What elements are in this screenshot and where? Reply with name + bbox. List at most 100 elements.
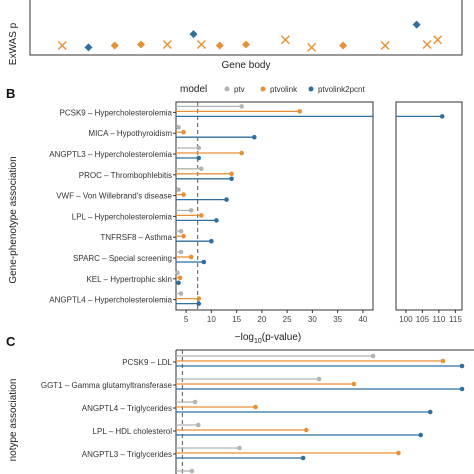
panel-b-sparc-special-screening-ptvolink2pcnt-point (201, 259, 207, 265)
panel-b-letter: B (6, 86, 15, 101)
panel-b-sparc-special-screening-ptvolink-point (188, 254, 194, 260)
xlabel-suffix: (p-value) (262, 332, 301, 343)
panel-c-angptl4-triglycerides-ptv-point (192, 399, 198, 405)
panel-b-ticks: 5 10 15 20 25 30 35 40 100 105 110 115 (184, 310, 462, 324)
panel-a-point-3 (137, 40, 145, 49)
panel-b-lpl-hypercholesterolemia-ptvolink2pcnt-point (214, 218, 219, 223)
panel-c-letter: C (6, 334, 16, 349)
panel-b-ylabel: Gene-phenotype association (8, 156, 19, 283)
panel-b-vwf-von-willebrand-s-disease-ptvolink-point (181, 192, 186, 197)
panel-a-point-6 (196, 40, 206, 50)
panel-a-point-9-stroke-b (280, 35, 290, 45)
panel-b-angptl3-hypercholesterolemia-ptvolink2pcnt-point (196, 155, 202, 161)
legend-title: model (180, 84, 207, 95)
xlabel-prefix: −log (235, 332, 254, 343)
panel-b-kel-hypertrophic-skin-ptvolink2pcnt-point (176, 280, 181, 286)
panel-b-xtick-label-10: 10 (207, 315, 216, 324)
panel-b-pcsk9-hypercholesterolemia-ptvolink-point (297, 109, 303, 114)
panel-a-point-5 (189, 30, 198, 39)
panel-a-point-12-stroke-b (380, 41, 390, 50)
panel-b-xlabel: −log10(p-value) (235, 332, 301, 345)
panel-c-label-angptl4-triglycerides: ANGPTL4 – Triglycerides (82, 404, 172, 413)
panel-b-lpl-hypercholesterolemia-ptvolink-point (198, 213, 204, 218)
panel-b-xtick-label-40: 40 (358, 315, 367, 324)
panel-b-lpl-hypercholesterolemia-ptv-point (188, 208, 194, 213)
panel-c: C notype association PCSK9 – LDL GGT1 – G… (6, 334, 474, 474)
panel-b-xtick-label-35: 35 (333, 315, 342, 324)
panel-a-point-9 (280, 35, 290, 45)
panel-b-mica-hypothyroidism-ptvolink2pcnt-point (251, 134, 257, 140)
panel-b-label-proc-thrombophlebitis: PROC – Thrombophlebitis (79, 171, 172, 180)
panel-b-xtick-label-115: 115 (449, 315, 462, 324)
panel-b-xtick-label-15: 15 (232, 315, 241, 324)
panel-c-ylabel: notype association (8, 379, 19, 462)
legend-ptvolink2pcnt-marker (308, 86, 314, 92)
panel-b-angptl4-hypercholesterolemia-ptvolink-point (196, 296, 202, 301)
panel-b-right-frame (395, 101, 463, 311)
panel-a-point-14 (422, 40, 432, 50)
panel-b-tnfrsf8-asthma-ptv-point (178, 228, 184, 234)
panel-b-label-mica-hypothyroidism: MICA – Hypothyroidism (88, 129, 172, 138)
panel-c-epo-haematocrit-percentage-ptv-point (189, 468, 195, 474)
panel-b-tnfrsf8-asthma-ptvolink2pcnt-point (209, 238, 214, 244)
panel-b-label-pcsk9-hypercholesterolemia: PCSK9 – Hypercholesterolemia (60, 108, 173, 117)
panel-b-xtick-label-20: 20 (257, 315, 266, 324)
panel-c-pcsk9-ldl-ptv-point (370, 353, 376, 359)
panel-a-point-0-stroke-b (57, 41, 67, 50)
panel-c-angptl4-triglycerides-ptvolink-point (253, 404, 258, 410)
panel-b-left-frame (175, 101, 374, 311)
panel-c-ggt1-gamma-glutamyltransferase-ptvolink-point (351, 381, 357, 387)
panel-a-point-8 (242, 40, 250, 49)
panel-b-proc-thrombophlebitis-ptv-point (198, 166, 204, 172)
panel-c-label-angptl3-triglycerides: ANGPTL3 – Triglycerides (82, 450, 172, 459)
panel-b-lollipops (175, 104, 445, 306)
panel-b-angptl3-hypercholesterolemia-ptvolink-point (239, 150, 244, 156)
panel-b-kel-hypertrophic-skin-ptv-point (175, 270, 180, 276)
panel-a-point-13 (412, 20, 421, 29)
panel-a-ylabel: ExWAS p (8, 22, 19, 65)
panel-b-kel-hypertrophic-skin-ptvolink-point (177, 275, 183, 281)
panel-b-xtick-label-105: 105 (416, 315, 430, 324)
panel-a-point-12 (380, 41, 390, 50)
panel-a-point-7 (215, 41, 224, 50)
xlabel-subscript: 10 (254, 338, 262, 345)
panel-c-category-labels: PCSK9 – LDL GGT1 – Gamma glutamyltransfer… (41, 358, 176, 474)
panel-a-point-10 (307, 42, 317, 52)
panel-c-angptl3-triglycerides-ptvolink-point (396, 450, 401, 456)
panel-c-angptl3-triglycerides-ptv-point (237, 445, 242, 451)
panel-b-proc-thrombophlebitis-ptvolink-point (229, 171, 234, 177)
panel-b-label-angptl4-hypercholesterolemia: ANGPTL4 – Hypercholesterolemia (49, 296, 172, 305)
panel-b-label-vwf-von-willebrand-s-disease: VWF – Von Willebrand's disease (56, 192, 172, 201)
panel-b: B model ptv ptvolink ptvolink2pcnt Gene-… (6, 84, 463, 345)
panel-b-legend: model ptv ptvolink ptvolink2pcnt (180, 84, 365, 95)
panel-b-xtick-label-25: 25 (283, 315, 292, 324)
panel-b-angptl4-hypercholesterolemia-ptvolink2pcnt-point (196, 301, 202, 306)
panel-c-angptl4-triglycerides-ptvolink2pcnt-point (427, 409, 433, 415)
panel-b-label-tnfrsf8-asthma: TNFRSF8 – Asthma (100, 233, 172, 242)
panel-a-points (57, 20, 443, 52)
panel-c-lpl-hdl-cholesterol-ptvolink-point (303, 427, 309, 433)
panel-a-point-1 (84, 43, 93, 52)
panel-c-lpl-hdl-cholesterol-ptv-point (195, 422, 201, 428)
panel-a: ExWAS p Gene body (8, 0, 463, 71)
panel-b-mica-hypothyroidism-ptv-point (176, 124, 181, 130)
panel-b-xtick-label-100: 100 (399, 315, 413, 324)
panel-c-label-lpl-hdl-cholesterol: LPL – HDL cholesterol (93, 427, 173, 436)
panel-c-pcsk9-ldl-ptvolink2pcnt-point (459, 363, 465, 369)
panel-a-point-0 (57, 41, 67, 50)
panel-b-vwf-von-willebrand-s-disease-ptvolink2pcnt-point (224, 197, 229, 202)
panel-b-angptl3-hypercholesterolemia-ptv-point (196, 145, 202, 151)
panel-a-point-15 (433, 35, 443, 45)
legend-ptv-label: ptv (234, 85, 245, 94)
panel-c-ggt1-gamma-glutamyltransferase-ptvolink2pcnt-point (459, 386, 465, 392)
panel-b-pcsk9-hypercholesterolemia-ptvolink2pcnt-point (439, 114, 445, 119)
panel-b-mica-hypothyroidism-ptvolink-point (181, 129, 186, 135)
panel-b-pcsk9-hypercholesterolemia-ptv-point (239, 104, 244, 109)
panel-b-proc-thrombophlebitis-ptvolink2pcnt-point (229, 176, 234, 182)
panel-b-xtick-label-110: 110 (433, 315, 446, 324)
panel-c-lollipops (176, 353, 465, 474)
panel-b-vwf-von-willebrand-s-disease-ptv-point (176, 187, 181, 192)
panel-a-xlabel: Gene body (222, 60, 271, 71)
panel-a-point-4-stroke-b (162, 40, 172, 50)
